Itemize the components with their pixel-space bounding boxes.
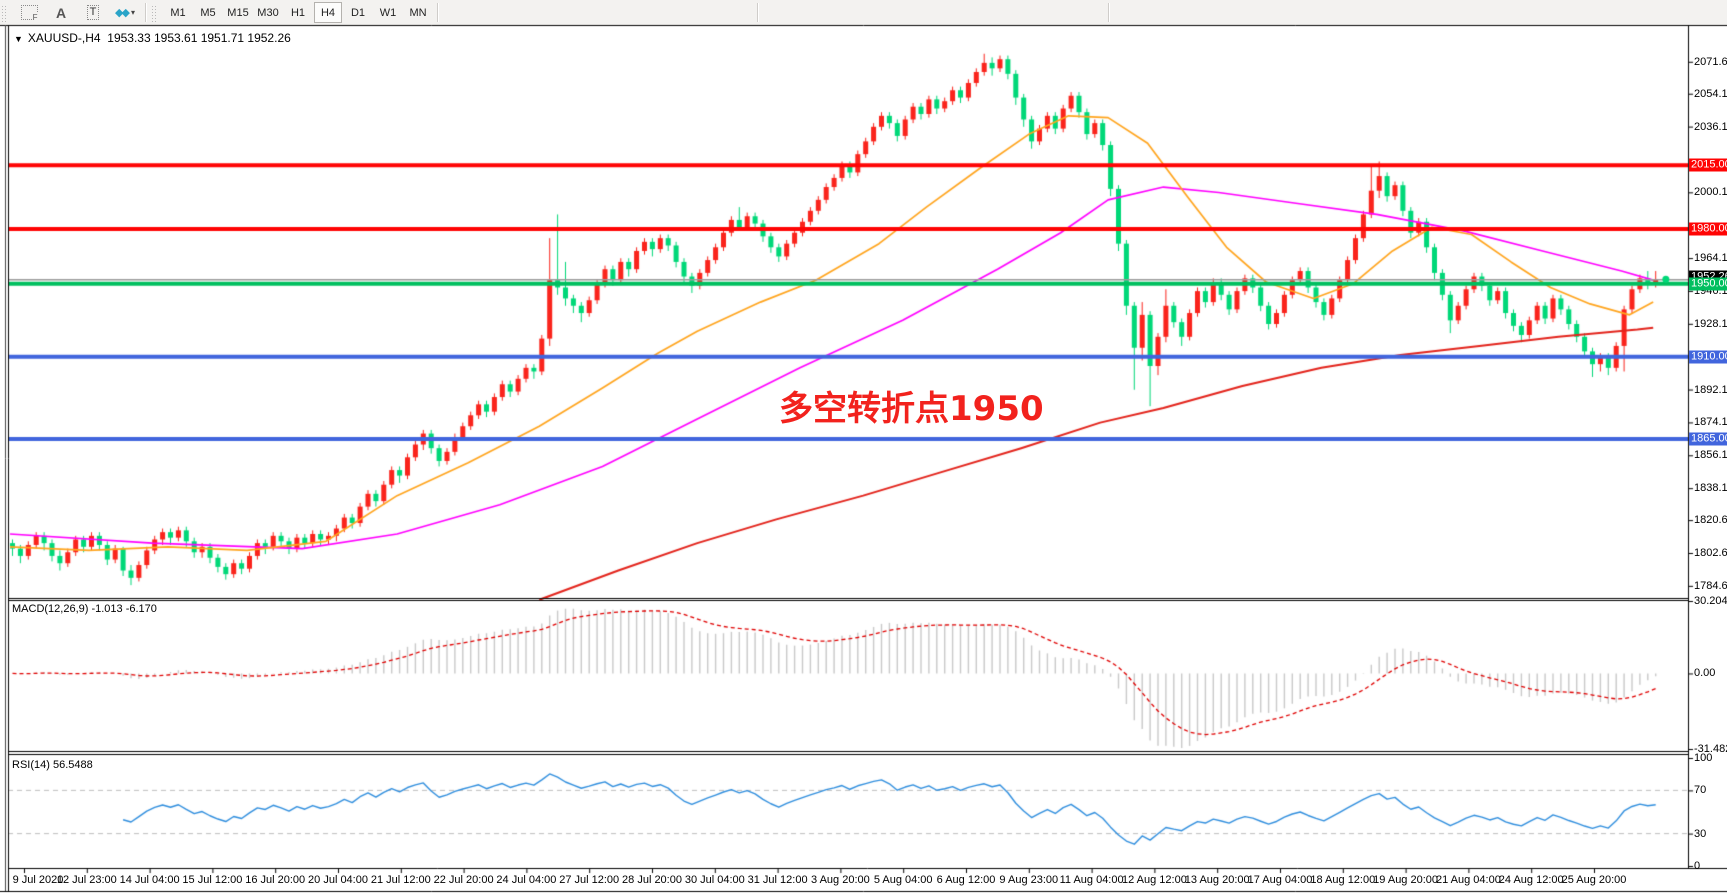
price-axis-label: 2054.10 xyxy=(1694,87,1727,100)
price-axis-label: 1784.60 xyxy=(1694,579,1727,592)
date-axis-label: 6 Aug 12:00 xyxy=(936,874,996,886)
hline-price-label: 1980.00 xyxy=(1689,222,1727,236)
hline-price-label: 2015.00 xyxy=(1689,158,1727,172)
rsi-indicator-label: RSI(14) 56.5488 xyxy=(12,759,93,771)
date-axis-label: 22 Jul 20:00 xyxy=(433,874,494,886)
date-axis-label: 9 Aug 23:00 xyxy=(999,874,1059,886)
price-axis-label: 1892.10 xyxy=(1694,383,1727,396)
date-axis-label: 14 Jul 04:00 xyxy=(119,874,180,886)
price-axis-label: 1820.60 xyxy=(1694,514,1727,527)
rsi-axis-label: 100 xyxy=(1694,752,1713,764)
price-axis-label: 1838.10 xyxy=(1694,482,1727,495)
symbol-name: XAUUSD-,H4 xyxy=(27,31,101,45)
macd-axis-label: 30.204 xyxy=(1694,595,1727,607)
symbol-caret-icon[interactable]: ▼ xyxy=(14,34,23,44)
price-axis-label: 1856.10 xyxy=(1694,449,1727,462)
macd-indicator-label: MACD(12,26,9) -1.013 -6.170 xyxy=(12,603,157,615)
date-axis-label: 27 Jul 12:00 xyxy=(559,874,620,886)
rsi-axis-label: 0 xyxy=(1694,860,1701,872)
price-axis-label: 1874.10 xyxy=(1694,416,1727,429)
date-axis-label: 13 Aug 20:00 xyxy=(1184,874,1250,886)
macd-axis-label: 0.00 xyxy=(1694,667,1716,680)
macd-axis-label: -31.482 xyxy=(1694,743,1727,755)
date-axis-label: 25 Aug 20:00 xyxy=(1561,874,1627,886)
date-axis-label: 3 Aug 20:00 xyxy=(811,874,870,886)
date-axis-label: 21 Aug 04:00 xyxy=(1435,874,1501,886)
date-axis-label: 21 Jul 12:00 xyxy=(370,874,431,886)
date-axis-label: 30 Jul 04:00 xyxy=(684,874,745,886)
hline-price-label: 1910.00 xyxy=(1689,350,1727,364)
price-axis-label: 2000.10 xyxy=(1694,186,1727,199)
price-axis-label: 1802.60 xyxy=(1694,546,1727,559)
date-axis-label: 12 Aug 12:00 xyxy=(1121,874,1187,886)
date-axis-label: 31 Jul 12:00 xyxy=(747,874,808,886)
chart-title[interactable]: ▼ XAUUSD-,H4 1953.33 1953.61 1951.71 1952… xyxy=(14,31,291,45)
hline-price-label: 1865.00 xyxy=(1689,432,1727,446)
date-axis-label: 17 Aug 04:00 xyxy=(1247,874,1313,886)
rsi-axis-label: 30 xyxy=(1694,827,1707,840)
date-axis-label: 18 Aug 12:00 xyxy=(1310,874,1376,886)
rsi-axis-label: 70 xyxy=(1694,784,1707,797)
date-axis-label: 24 Jul 04:00 xyxy=(496,874,557,886)
hline-price-label: 1950.00 xyxy=(1689,277,1727,291)
ohlc-readout: 1953.33 1953.61 1951.71 1952.26 xyxy=(107,31,291,45)
date-axis-label: 11 Aug 04:00 xyxy=(1059,874,1124,886)
date-axis-label: 15 Jul 12:00 xyxy=(182,874,243,886)
date-axis-label: 28 Jul 20:00 xyxy=(622,874,682,886)
date-axis-label: 20 Jul 04:00 xyxy=(308,874,368,886)
price-axis-label: 2071.60 xyxy=(1694,55,1727,68)
price-axis-label: 1964.10 xyxy=(1694,252,1727,265)
price-axis-label: 2036.10 xyxy=(1694,120,1727,133)
date-axis-label: 9 Jul 2020 xyxy=(12,874,64,886)
date-axis-label: 19 Aug 20:00 xyxy=(1373,874,1439,886)
date-axis-label: 24 Aug 12:00 xyxy=(1498,874,1564,886)
annotation-text[interactable]: 多空转折点1950 xyxy=(779,389,1044,429)
date-axis-label: 16 Jul 20:00 xyxy=(245,874,306,886)
price-axis-label: 1928.10 xyxy=(1694,317,1727,330)
date-axis-label: 12 Jul 23:00 xyxy=(56,874,117,886)
date-axis-label: 5 Aug 04:00 xyxy=(873,874,933,886)
